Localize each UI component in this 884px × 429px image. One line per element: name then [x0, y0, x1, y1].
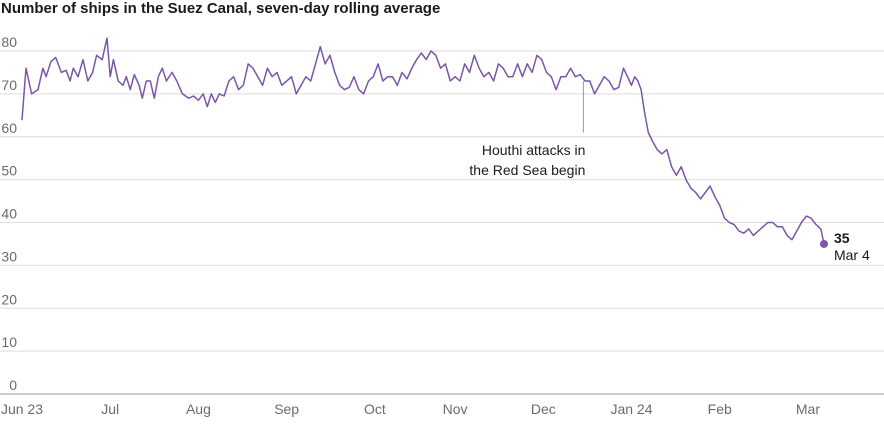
x-tick-label: Oct [364, 401, 386, 417]
y-tick-label: 70 [1, 77, 17, 93]
y-tick-label: 60 [1, 120, 17, 136]
annotation: Houthi attacks in the Red Sea begin [469, 81, 585, 178]
y-tick-label: 10 [1, 334, 17, 350]
y-axis-ticks: 0 10 20 30 40 50 60 70 80 [1, 34, 17, 393]
chart-title: Number of ships in the Suez Canal, seven… [1, 0, 440, 17]
annotation-text: the Red Sea begin [469, 162, 585, 178]
end-value-label: 35 [834, 230, 850, 246]
y-tick-label: 30 [1, 248, 17, 264]
end-point-marker [819, 239, 828, 248]
x-tick-label: Dec [531, 401, 556, 417]
x-tick-label: Nov [443, 401, 468, 417]
x-tick-label: Aug [186, 401, 211, 417]
series-layer [21, 37, 828, 248]
gridlines [0, 50, 884, 395]
end-date-label: Mar 4 [834, 247, 870, 263]
x-tick-label: Feb [708, 401, 732, 417]
y-tick-label: 0 [9, 377, 17, 393]
x-axis-ticks: Jun 23 Jul Aug Sep Oct Nov Dec Jan 24 Feb Mar [1, 401, 820, 417]
x-tick-label: Mar [796, 401, 820, 417]
y-tick-label: 40 [1, 206, 17, 222]
x-tick-label: Jun 23 [1, 401, 43, 417]
y-tick-label: 20 [1, 291, 17, 307]
y-tick-label: 80 [1, 34, 17, 50]
x-tick-label: Jan 24 [610, 401, 652, 417]
x-tick-label: Jul [101, 401, 119, 417]
annotation-text: Houthi attacks in [482, 142, 586, 158]
y-tick-label: 50 [1, 163, 17, 179]
series-line [21, 37, 825, 245]
x-tick-label: Sep [274, 401, 299, 417]
